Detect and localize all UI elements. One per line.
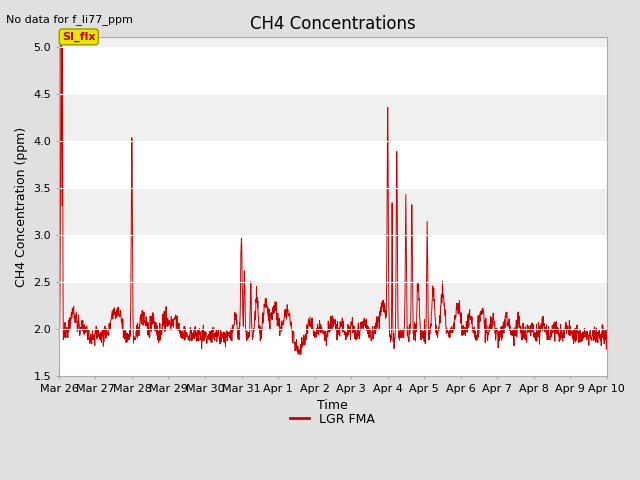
Bar <box>59 47 607 94</box>
Title: CH4 Concentrations: CH4 Concentrations <box>250 15 415 33</box>
Bar <box>59 329 607 376</box>
Bar <box>59 235 607 282</box>
Text: No data for f_li77_ppm: No data for f_li77_ppm <box>6 14 133 25</box>
Text: SI_flx: SI_flx <box>62 32 95 42</box>
Bar <box>59 141 607 188</box>
Legend: LGR FMA: LGR FMA <box>285 408 380 431</box>
X-axis label: Time: Time <box>317 399 348 412</box>
Y-axis label: CH4 Concentration (ppm): CH4 Concentration (ppm) <box>15 127 28 287</box>
